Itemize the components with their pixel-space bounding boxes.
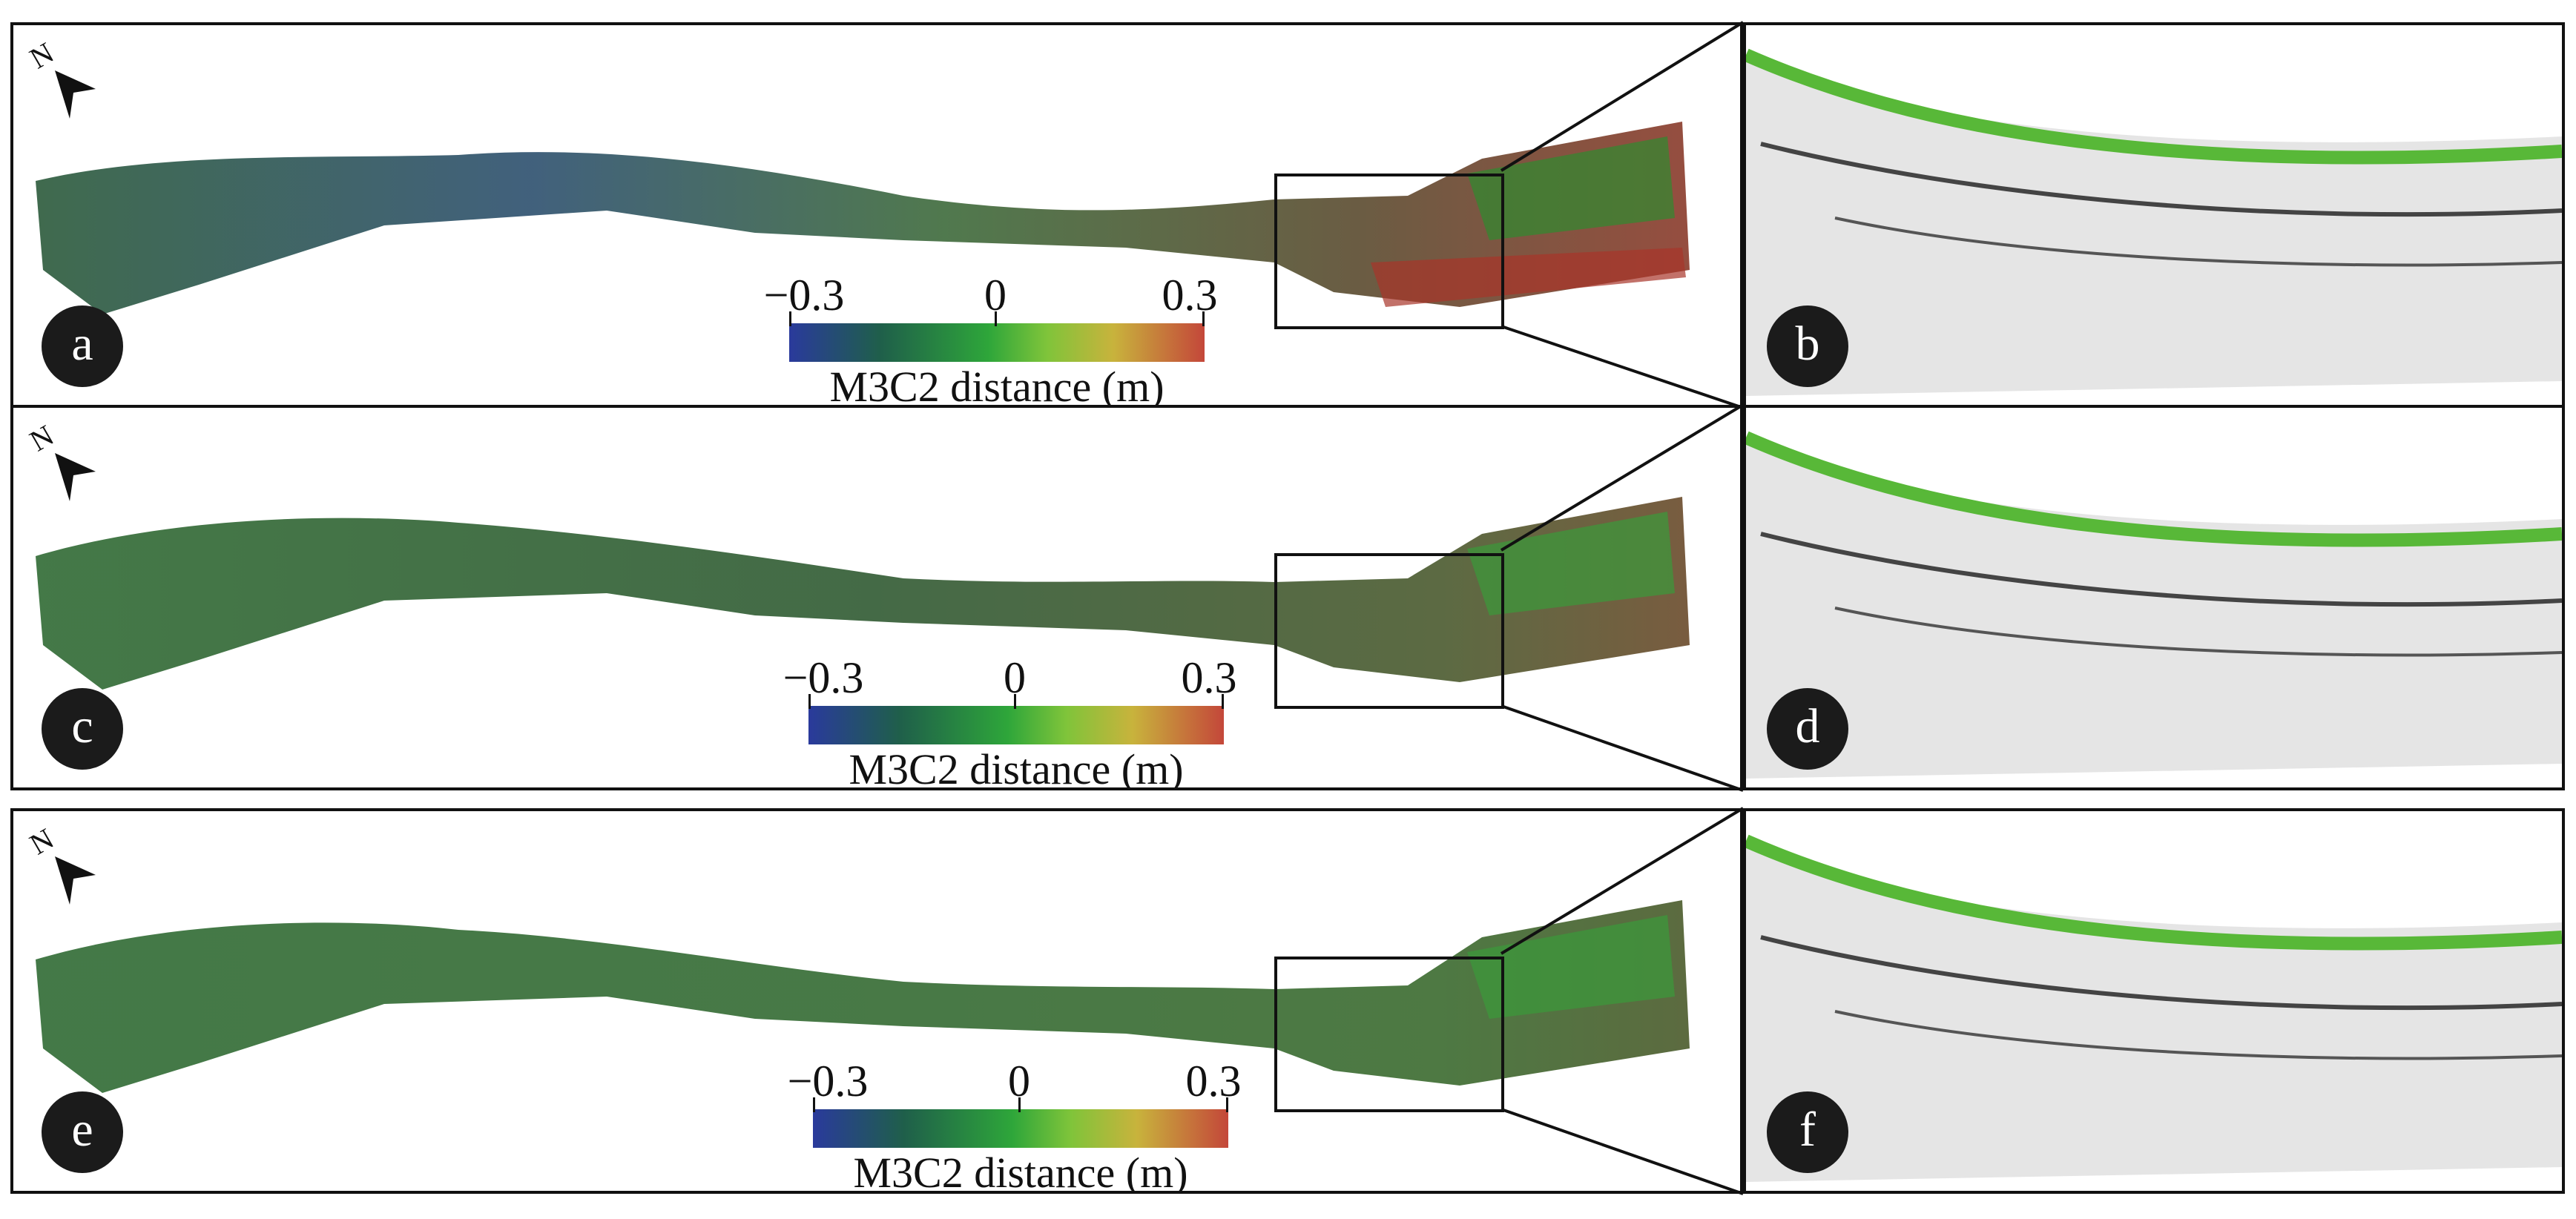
zoom-point-cloud-f: [1746, 834, 2562, 1182]
figure-row-2: N c −0.3 0 0.3 M3C2 distance (m) d: [10, 405, 2565, 790]
panel-label-c: c: [42, 688, 123, 770]
colorbar-tick-min: [808, 694, 811, 709]
colorbar-tick-zero: [1014, 694, 1016, 709]
zoom-panel-f: f: [1743, 808, 2565, 1194]
inset-highlight-box-a: [1274, 174, 1504, 329]
colorbar-max-label: 0.3: [1181, 653, 1237, 702]
colorbar-max-label: 0.3: [1162, 271, 1218, 320]
panel-label-a: a: [42, 305, 123, 387]
colorbar-tick-min: [813, 1097, 815, 1112]
zoom-point-cloud-b: [1746, 48, 2562, 396]
north-label: N: [25, 823, 59, 861]
north-arrow-icon: N: [25, 37, 96, 119]
point-cloud-panel-c: N c −0.3 0 0.3 M3C2 distance (m): [10, 405, 1743, 790]
figure-row-1: N a −0.3 0 0.3 M3C2 distance (m) b: [10, 22, 2565, 408]
colorbar-tick-max: [1222, 694, 1224, 709]
colorbar-tick-max: [1202, 311, 1205, 326]
figure-row-3: N e −0.3 0 0.3 M3C2 distance (m) f: [10, 808, 2565, 1194]
north-label: N: [25, 37, 59, 75]
point-cloud-panel-a: N a −0.3 0 0.3 M3C2 distance (m): [10, 22, 1743, 408]
zoom-panel-d: d: [1743, 405, 2565, 790]
colorbar-a: −0.3 0 0.3 M3C2 distance (m): [764, 271, 1218, 408]
colorbar-tick-min: [789, 311, 791, 326]
zoom-point-cloud-d: [1746, 431, 2562, 779]
inset-highlight-box-c: [1274, 553, 1504, 709]
colorbar-mid-label: 0: [1004, 653, 1026, 702]
north-arrow-icon: N: [25, 823, 96, 905]
inset-highlight-box-e: [1274, 957, 1504, 1112]
colorbar-c: −0.3 0 0.3 M3C2 distance (m): [783, 653, 1237, 790]
colorbar-title: M3C2 distance (m): [829, 363, 1165, 408]
colorbar-e: −0.3 0 0.3 M3C2 distance (m): [788, 1057, 1242, 1194]
colorbar-mid-label: 0: [1008, 1057, 1030, 1106]
panel-label-f: f: [1767, 1091, 1848, 1173]
panel-label-e: e: [42, 1091, 123, 1173]
north-arrow-icon: N: [25, 420, 96, 501]
colorbar-title: M3C2 distance (m): [853, 1149, 1188, 1194]
colorbar-tick-max: [1226, 1097, 1228, 1112]
north-label: N: [25, 420, 59, 457]
colorbar-gradient: [808, 706, 1224, 744]
colorbar-mid-label: 0: [984, 271, 1007, 320]
panel-label-d: d: [1767, 688, 1848, 770]
colorbar-title: M3C2 distance (m): [849, 745, 1184, 790]
colorbar-min-label: −0.3: [783, 653, 864, 702]
colorbar-min-label: −0.3: [763, 271, 845, 320]
zoom-panel-b: b: [1743, 22, 2565, 408]
colorbar-gradient: [813, 1109, 1228, 1148]
colorbar-tick-zero: [1018, 1097, 1021, 1112]
point-cloud-panel-e: N e −0.3 0 0.3 M3C2 distance (m): [10, 808, 1743, 1194]
panel-label-b: b: [1767, 305, 1848, 387]
colorbar-min-label: −0.3: [787, 1057, 869, 1106]
colorbar-tick-zero: [995, 311, 997, 326]
colorbar-max-label: 0.3: [1185, 1057, 1242, 1106]
colorbar-gradient: [789, 323, 1205, 362]
